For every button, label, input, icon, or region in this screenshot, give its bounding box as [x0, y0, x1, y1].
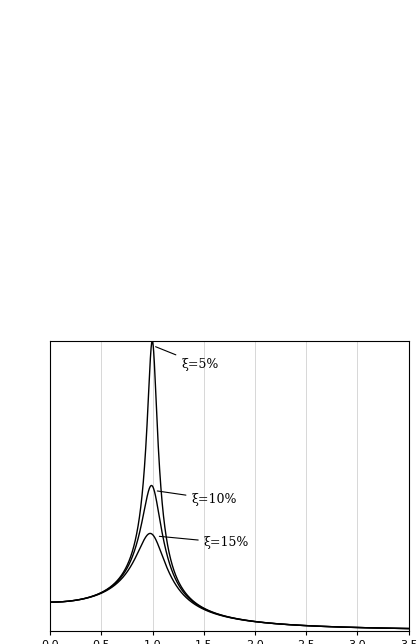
Text: ξ=10%: ξ=10%: [157, 491, 237, 506]
Text: ξ=15%: ξ=15%: [159, 536, 249, 549]
Text: ξ=5%: ξ=5%: [156, 346, 219, 371]
